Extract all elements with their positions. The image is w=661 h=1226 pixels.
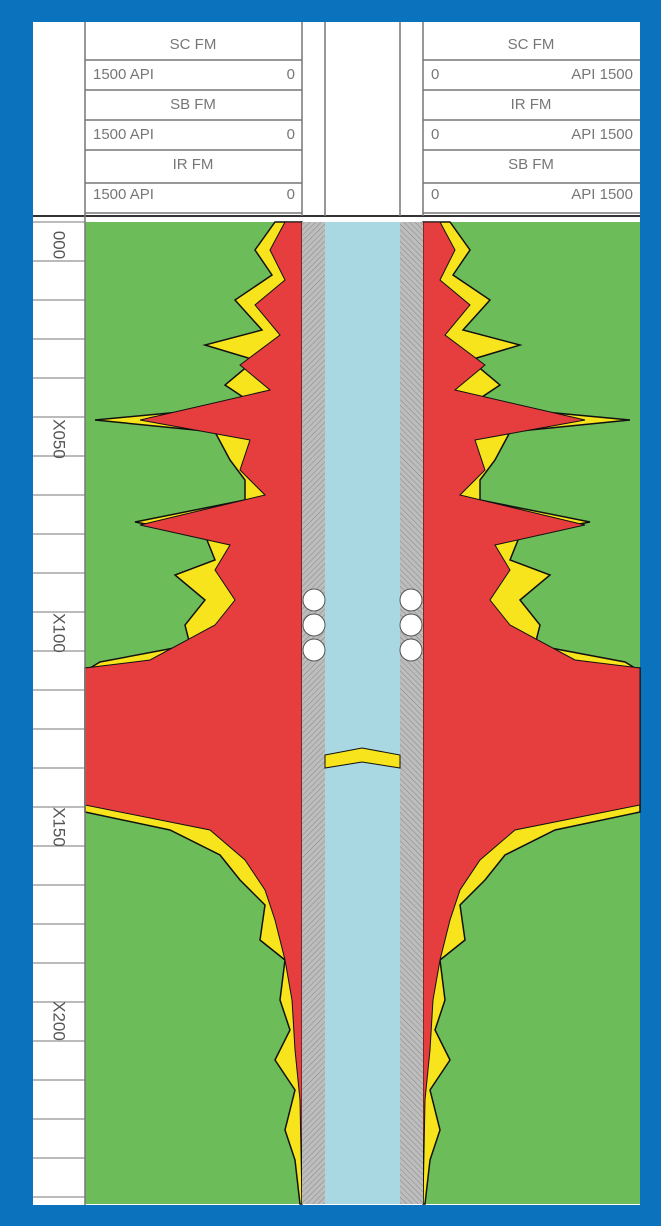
curve-name: SC FM (508, 36, 555, 53)
borehole (325, 222, 400, 1204)
scale-right: API 1500 (571, 126, 633, 143)
curve-name: IR FM (173, 156, 214, 173)
curve-name: SB FM (170, 96, 216, 113)
depth-label: X150 (50, 807, 69, 847)
depth-label: X200 (50, 1001, 69, 1041)
scale-left: 1500 API (93, 186, 154, 203)
well-log: SC FM 1500 API 0 SB FM 1500 API 0 IR FM 1500 AP… (0, 0, 661, 1226)
scale-left: 0 (431, 66, 439, 83)
scale-right: API 1500 (571, 186, 633, 203)
depth-label: 000 (50, 231, 69, 259)
depth-label: X100 (50, 613, 69, 653)
scale-right: 0 (287, 126, 295, 143)
scale-right: API 1500 (571, 66, 633, 83)
curve-name: IR FM (511, 96, 552, 113)
scale-right: 0 (287, 186, 295, 203)
scale-left: 1500 API (93, 66, 154, 83)
curve-name: SC FM (170, 36, 217, 53)
depth-label: X050 (50, 419, 69, 459)
scale-left: 1500 API (93, 126, 154, 143)
curve-name: SB FM (508, 156, 554, 173)
scale-left: 0 (431, 186, 439, 203)
scale-left: 0 (431, 126, 439, 143)
log-figure: SC FM 1500 API 0 SB FM 1500 API 0 IR FM 1500 AP… (0, 0, 661, 1226)
scale-right: 0 (287, 66, 295, 83)
